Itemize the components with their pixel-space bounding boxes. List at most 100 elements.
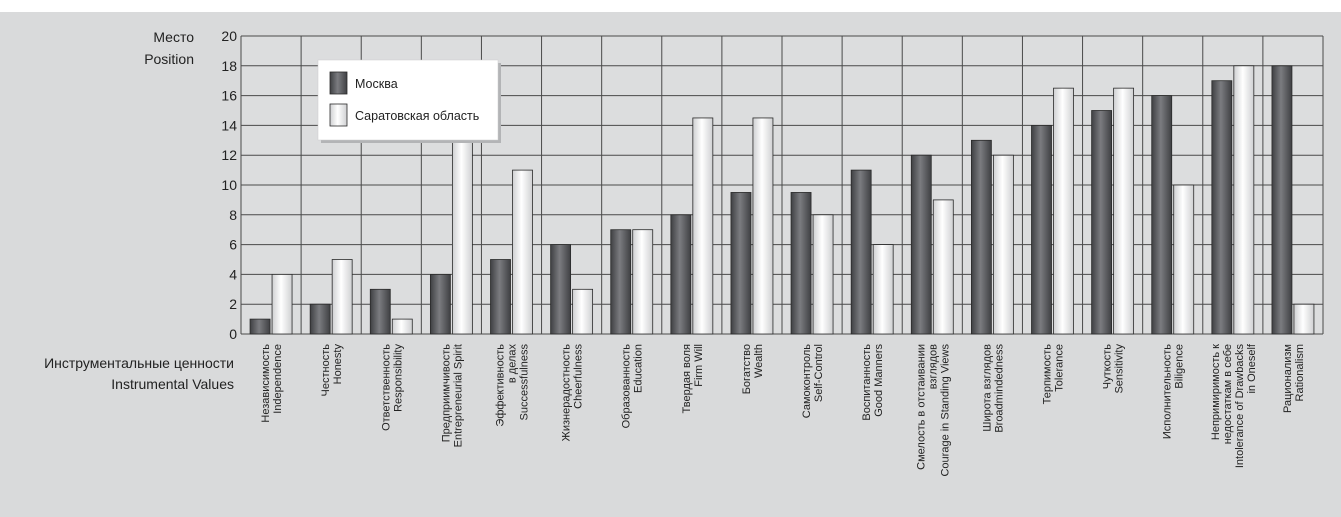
bar-moscow [790,192,812,335]
category-label-line: Независимость [260,344,272,423]
y-tick-label: 18 [221,58,237,74]
bar-saratov [271,273,293,335]
axes: 0 2 4 6 8 10 12 14 16 18 20 Место Position Инструмент… [44,28,237,392]
y-axis-title: Position [144,51,194,67]
bar-saratov [1173,184,1195,335]
category-label-line: Entrepreneurial Spirit [452,344,464,447]
bar-saratov [1053,87,1074,335]
bar-saratov [752,117,774,335]
category-label: Твердая воля Firm Will [681,344,705,414]
category-label-line: Rationalism [1294,344,1306,401]
y-tick-label: 12 [221,147,237,163]
bar-moscow [1091,110,1113,335]
bar-saratov [872,244,894,335]
legend: Москва Саратовская область [317,59,501,143]
bar-moscow [1151,95,1173,335]
category-label-line: Successfulness [519,344,531,421]
category-label-line: Broadmindedness [993,344,1005,433]
chart-panel: 0 2 4 6 8 10 12 14 16 18 20 Место Position Инструмент… [0,12,1341,517]
legend-label-saratov: Саратовская область [355,109,479,123]
category-label-line: Чуткость [1102,344,1114,389]
y-tick-label: 0 [229,326,237,342]
bar-moscow [1271,65,1293,335]
category-label-line: Богатство [741,344,753,394]
legend-swatch-saratov [329,103,348,127]
category-label-line: Исполнительность [1162,344,1174,439]
y-tick-label: 10 [221,177,237,193]
category-label-line: Непримиримость к [1210,344,1222,440]
legend-box [317,59,499,141]
bar-moscow [550,244,572,335]
category-label-line: Responsibility [392,344,404,412]
category-label-line: Tolerance [1054,344,1066,392]
y-axis-title: Место [153,29,194,45]
category-label: Ответственность Responsibility [380,344,404,431]
bar-moscow [610,229,632,335]
bar-moscow [1031,125,1052,335]
category-label-line: Предприимчивость [440,344,452,442]
category-label: Рационализм Rationalism [1282,344,1306,413]
category-label: Терпимость Tolerance [1042,344,1066,405]
category-label-line: Ответственность [380,344,392,431]
bar-saratov [1293,303,1315,335]
category-label: Эффективность в делах Successfulness [495,344,531,427]
category-label-line: Воспитанность [861,344,873,421]
category-label: Богатство Wealth [741,344,765,394]
category-label: Чуткость Sensitivity [1102,344,1126,394]
category-label-line: Firm Will [693,344,705,387]
category-label-line: Wealth [753,344,765,378]
category-label: Исполнительность Biligence [1162,344,1186,439]
category-label-line: Independence [272,344,284,414]
bar-saratov [391,318,413,335]
bars [249,65,1315,335]
category-label-line: Intolerance of Drawbacks [1234,344,1246,469]
category-label: Самоконтроль Self-Control [801,344,825,418]
legend-label-moscow: Москва [355,77,398,91]
bar-saratov [1233,65,1255,335]
bar-moscow [970,139,992,335]
y-tick-label: 4 [229,266,237,282]
category-label-line: Жизнерадостность [561,344,573,442]
category-label-line: Честность [320,344,332,397]
category-label-line: in Oneself [1246,343,1258,393]
category-label-line: недостаткам в себе [1222,344,1234,444]
x-axis-title: Инструментальные ценности [44,355,234,371]
category-label-line: Самоконтроль [801,344,813,418]
bar-moscow [730,192,752,335]
category-label-line: Biligence [1174,344,1186,389]
category-label: Широта взглядов Broadmindedness [981,344,1005,433]
bar-moscow [670,214,692,335]
category-label-line: Образованность [621,344,633,429]
category-label-line: Self-Control [813,344,825,402]
category-label-line: Смелость в отстаивании [915,344,927,470]
category-label-line: Широта взглядов [981,344,993,432]
bar-moscow [309,303,331,335]
bar-moscow [249,318,271,335]
category-label: Честность Honesty [320,344,344,397]
y-tick-label: 16 [221,88,237,104]
category-label-line: Cheerfulness [573,344,585,409]
bar-saratov [812,214,834,335]
category-label-line: Courage in Standing Views [939,344,951,477]
bar-moscow [850,169,872,335]
category-label-line: Эффективность [495,344,507,427]
bar-chart: 0 2 4 6 8 10 12 14 16 18 20 Место Position Инструмент… [44,28,1324,477]
y-tick-label: 6 [229,237,237,253]
category-label-line: Твердая воля [681,344,693,414]
bar-saratov [692,117,714,335]
category-label: Смелость в отстаивании взглядов Courage in… [915,344,951,477]
legend-swatch-moscow [329,71,348,95]
category-label: Воспитанность Good Manners [861,344,885,421]
bar-moscow [1211,80,1233,335]
category-label: Жизнерадостность Cheerfulness [561,344,585,442]
bar-moscow [910,154,932,335]
category-label: Предприимчивость Entrepreneurial Spirit [440,344,464,448]
category-label-line: Терпимость [1042,344,1054,405]
bar-moscow [429,273,451,335]
bar-saratov [512,169,533,335]
bar-moscow [369,288,391,335]
bar-saratov [331,259,353,335]
category-label-line: в делах [507,344,519,384]
category-label: Образованность Education [621,344,645,429]
x-axis-title: Instrumental Values [111,376,234,392]
